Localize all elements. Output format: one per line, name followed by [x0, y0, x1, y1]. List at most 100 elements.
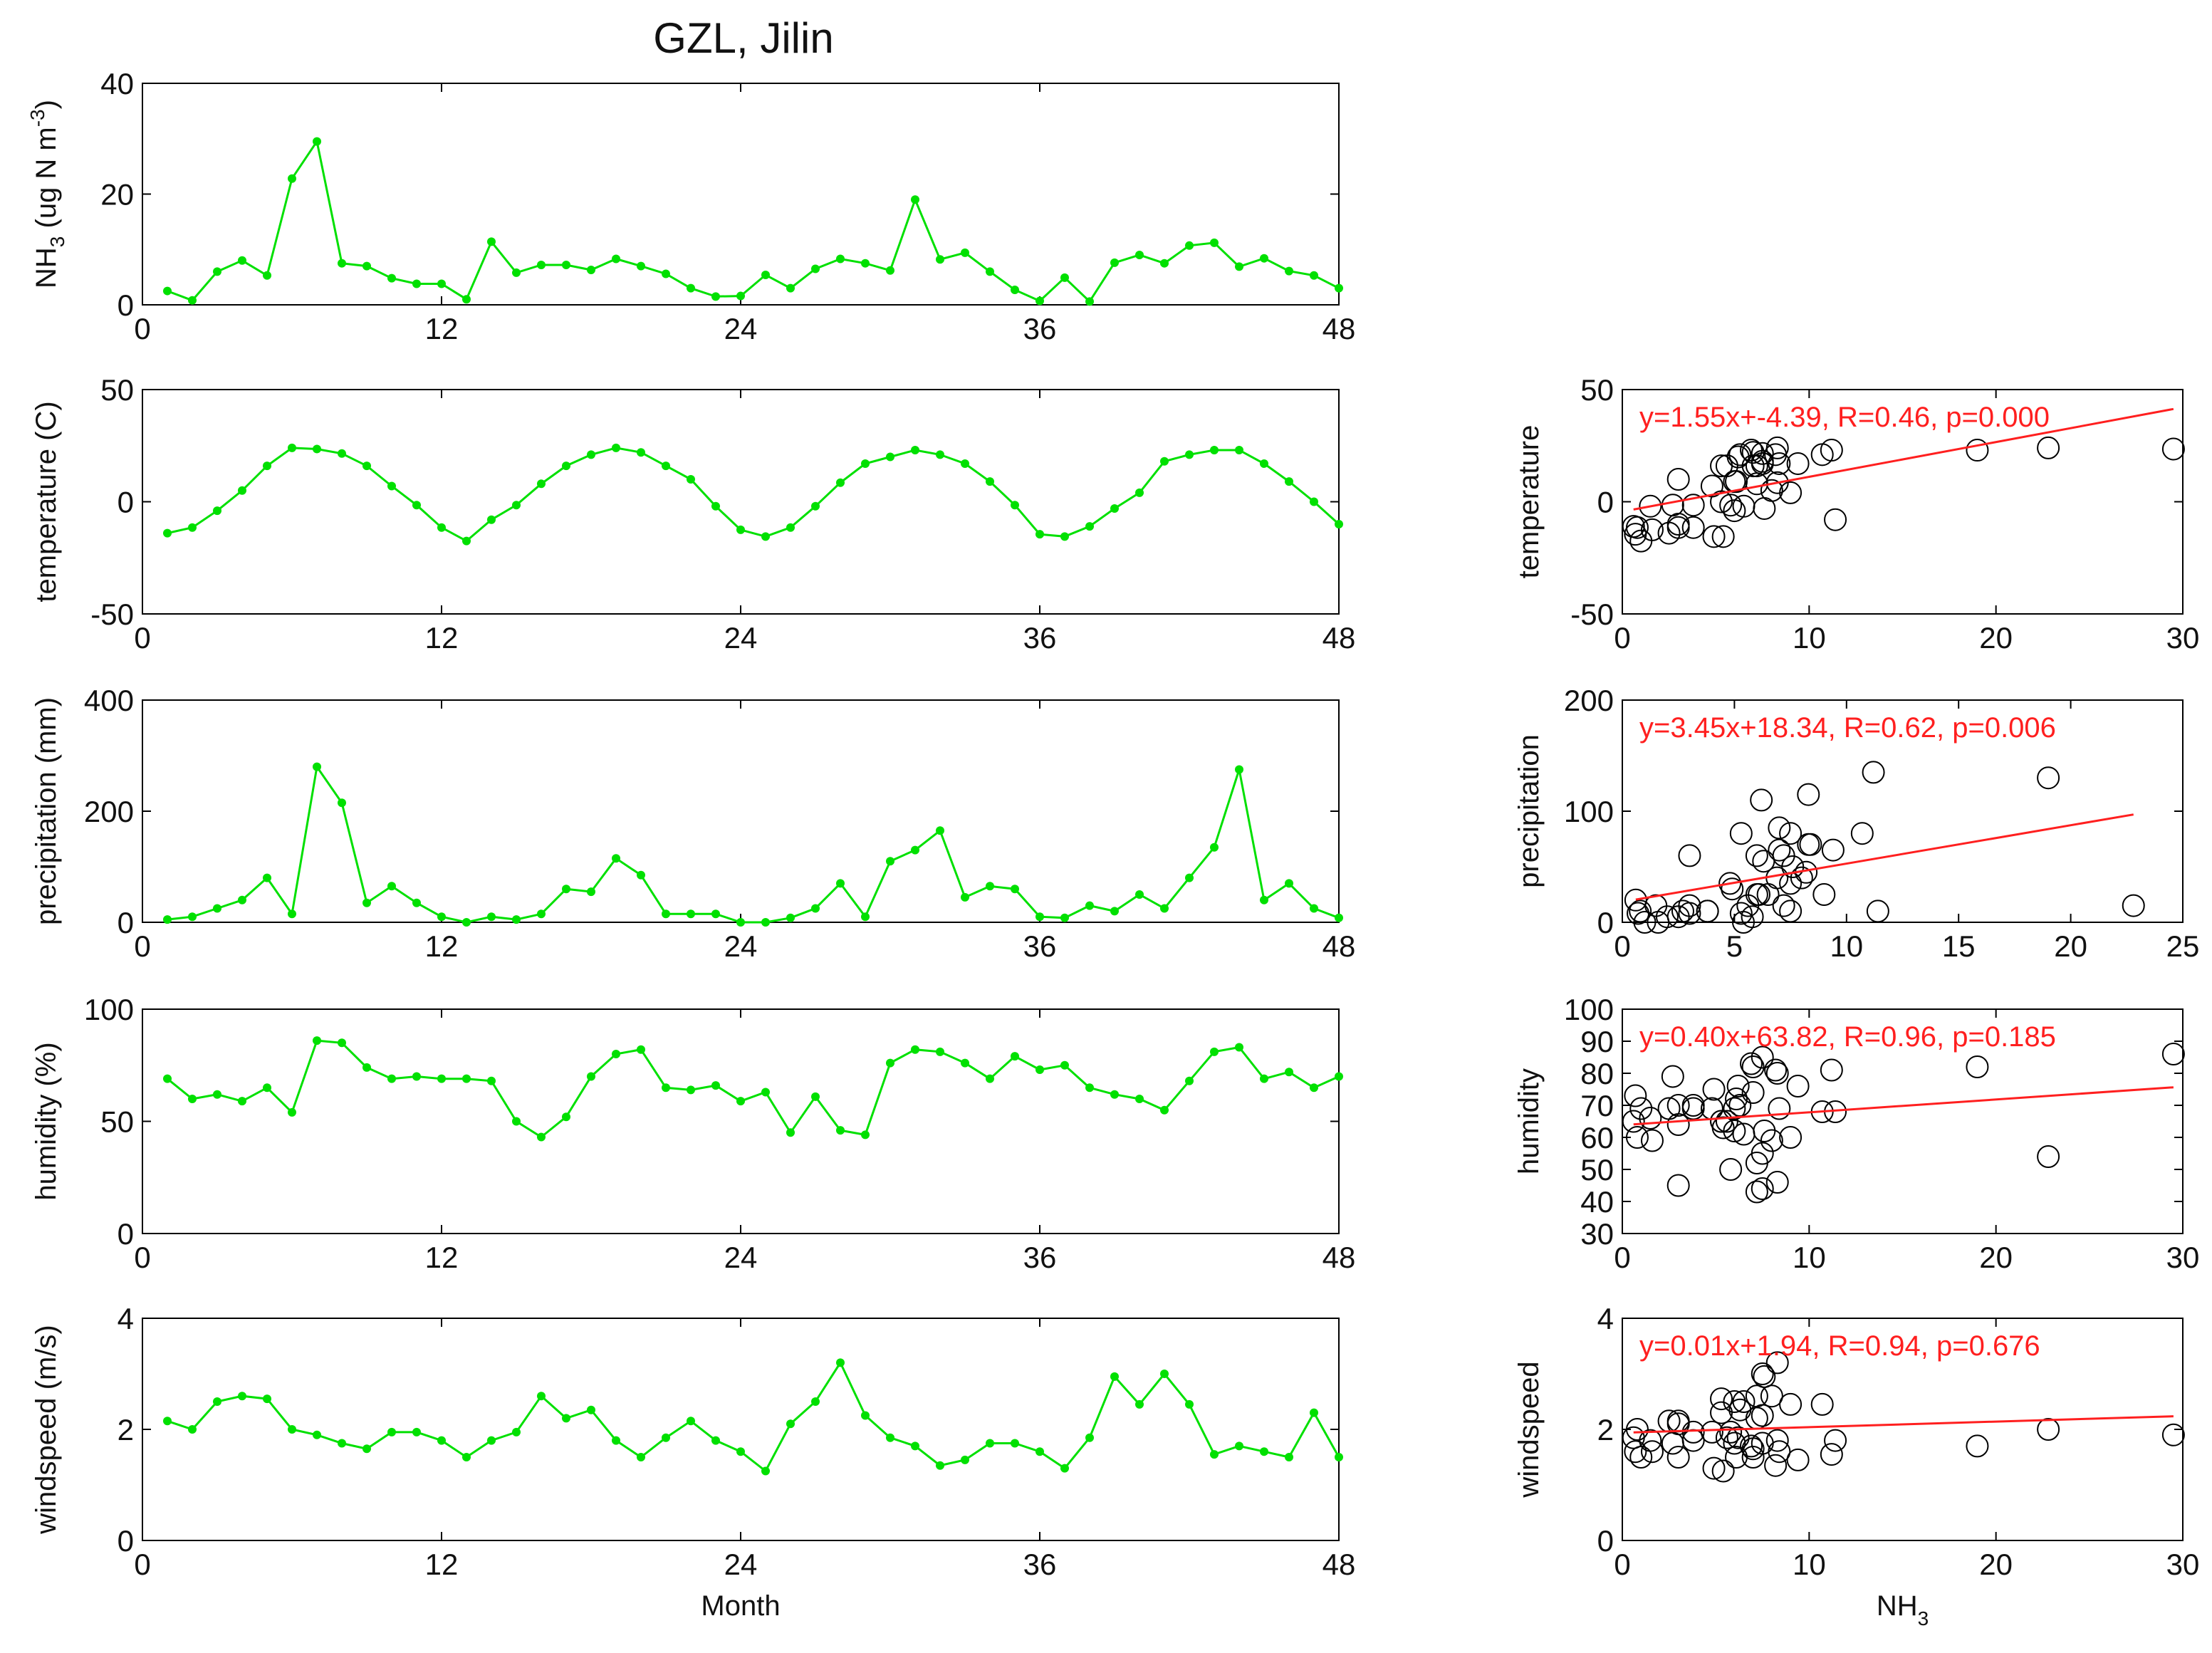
data-point — [562, 1112, 570, 1122]
data-point — [761, 532, 770, 541]
data-point — [462, 1074, 471, 1083]
data-point — [163, 528, 172, 538]
scatter-point — [1752, 850, 1775, 873]
fit-equation: y=3.45x+18.34, R=0.62, p=0.006 — [1639, 712, 2056, 744]
panel-3: 0 12 24 36 48 0 50 100 humidity (%) — [31, 993, 1355, 1274]
data-point — [936, 1047, 944, 1056]
scatter-point — [1821, 838, 1845, 862]
scatter-point — [1666, 1174, 1690, 1197]
data-point — [387, 1074, 396, 1083]
scatter-point — [1710, 1387, 1733, 1411]
data-point — [462, 918, 471, 927]
data-point — [662, 909, 670, 919]
data-point — [512, 1427, 521, 1436]
scatter-point — [1622, 1426, 1645, 1449]
fit-equation: y=0.40x+63.82, R=0.96, p=0.185 — [1639, 1021, 2056, 1053]
scatter-point — [1760, 1385, 1783, 1408]
data-point — [213, 904, 221, 913]
x-tick-label: 12 — [425, 1548, 459, 1581]
data-point — [612, 254, 620, 264]
data-point — [1011, 501, 1019, 510]
axes-frame — [142, 699, 1340, 923]
data-point — [911, 1441, 919, 1451]
scatter-point — [1678, 844, 1701, 867]
data-point — [736, 291, 745, 301]
scatter-point — [1799, 833, 1822, 856]
data-point — [736, 1447, 745, 1456]
data-point — [836, 478, 845, 487]
data-point — [512, 1117, 521, 1126]
data-point — [1235, 1043, 1243, 1052]
scatter-point — [1765, 866, 1789, 890]
x-tick-label: 10 — [1793, 1548, 1826, 1581]
data-point — [1285, 879, 1293, 888]
data-point — [736, 525, 745, 534]
y-tick-label: 2 — [1597, 1413, 1614, 1446]
data-point — [1060, 532, 1069, 541]
scatter-point — [1640, 518, 1664, 541]
y-axis-label: precipitation (mm) — [31, 697, 62, 925]
data-point — [1235, 765, 1243, 774]
scatter-point — [1725, 1088, 1748, 1110]
data-point — [1335, 520, 1343, 528]
y-axis-label: temperature (C) — [31, 401, 62, 602]
scatter-point — [1751, 1142, 1774, 1165]
data-point — [711, 1081, 720, 1090]
data-point — [288, 1107, 296, 1117]
x-tick-label: 48 — [1322, 312, 1356, 345]
data-point — [761, 271, 770, 280]
data-point — [711, 1436, 720, 1445]
data-point — [437, 1074, 446, 1083]
data-point — [437, 912, 446, 922]
scatter-point — [2122, 894, 2145, 917]
data-point — [213, 1397, 221, 1406]
data-point — [961, 1058, 969, 1068]
data-point — [412, 1427, 421, 1436]
data-point — [1210, 1450, 1219, 1459]
scatter-point — [1726, 445, 1750, 469]
data-point — [1035, 1065, 1044, 1075]
scatter-point — [1715, 1110, 1738, 1133]
scatter-point — [1681, 494, 1705, 517]
data-point — [1210, 238, 1219, 247]
data-point — [786, 1419, 795, 1429]
data-point — [637, 870, 645, 880]
data-point — [687, 909, 695, 919]
data-point — [1185, 1399, 1194, 1409]
scatter-point — [1640, 1129, 1664, 1152]
y-axis-label: windspeed — [1513, 1361, 1545, 1498]
data-point — [213, 1090, 221, 1099]
scatter-point — [1768, 816, 1791, 840]
scatter-point — [1768, 838, 1791, 862]
x-tick-label: 12 — [425, 312, 459, 345]
data-point — [412, 279, 421, 288]
data-point — [662, 462, 670, 471]
y-tick-label: 0 — [1597, 1524, 1614, 1558]
scatter-point — [1711, 525, 1735, 548]
data-point — [886, 1058, 894, 1068]
x-tick-label: 20 — [1979, 1548, 2013, 1581]
scatter-point — [1666, 1094, 1690, 1117]
data-point — [288, 909, 296, 919]
data-point — [288, 174, 296, 183]
y-tick-label: 0 — [1597, 486, 1614, 519]
data-point — [313, 762, 321, 771]
scatter-point — [1765, 1351, 1789, 1375]
scatter-point — [1719, 1158, 1743, 1181]
scatter-point — [1779, 899, 1803, 923]
x-tick-label: 24 — [724, 1548, 758, 1581]
data-point — [1260, 459, 1268, 468]
data-point — [936, 450, 944, 459]
scatter-point — [1723, 1432, 1746, 1455]
data-point — [263, 271, 271, 280]
scatter-point — [1966, 1434, 1989, 1458]
x-tick-label: 30 — [2166, 1548, 2200, 1581]
data-point — [1260, 1447, 1268, 1456]
x-tick-label: 10 — [1793, 621, 1826, 655]
data-point — [861, 912, 870, 922]
data-point — [761, 1466, 770, 1476]
data-point — [537, 909, 546, 919]
scatter-point — [1751, 1177, 1774, 1200]
scatter-point — [1862, 761, 1885, 784]
data-point — [612, 854, 620, 863]
